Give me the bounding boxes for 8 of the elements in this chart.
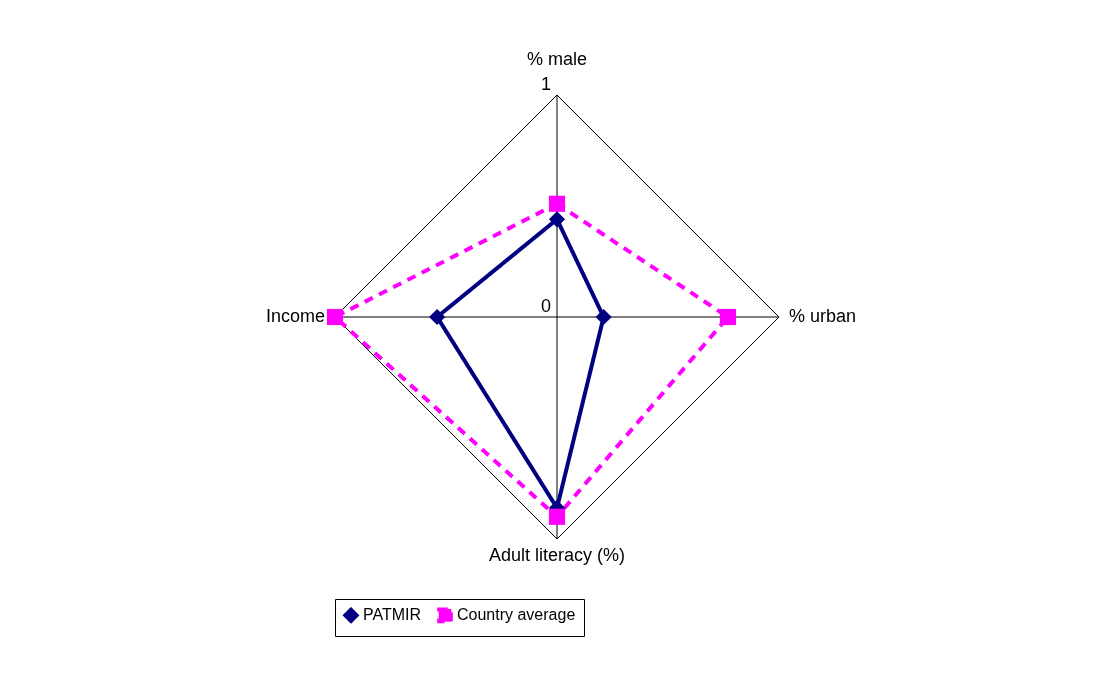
legend-label: PATMIR <box>363 606 422 624</box>
spoke-label: % urban <box>789 306 857 326</box>
spoke-label: Income <box>265 306 325 326</box>
spoke-label: Adult literacy (%) <box>488 545 626 565</box>
y-tick-label: 1 <box>540 74 551 94</box>
legend-label: Country average <box>457 606 576 624</box>
spoke-label: % male <box>526 49 588 69</box>
y-tick-label: 0 <box>540 296 551 316</box>
